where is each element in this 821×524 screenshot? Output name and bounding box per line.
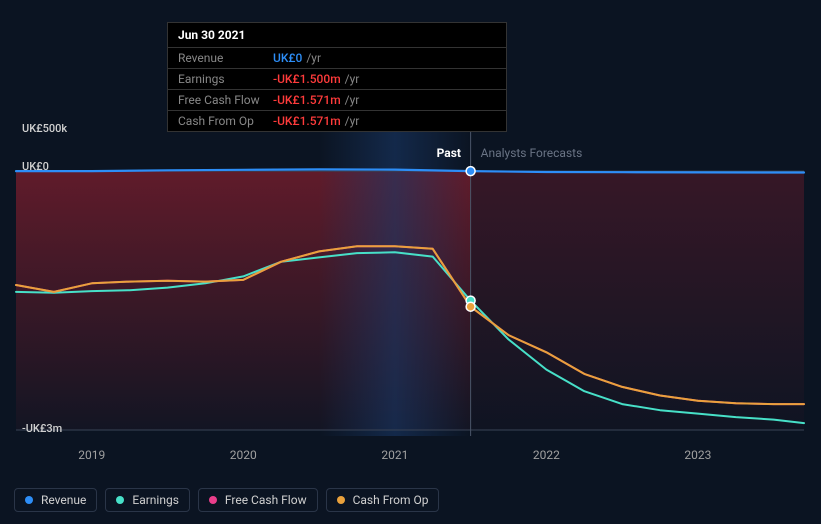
tooltip-row-value: UK£0 bbox=[273, 51, 302, 65]
tooltip-row-unit: /yr bbox=[306, 51, 321, 65]
tooltip-row-unit: /yr bbox=[345, 93, 360, 107]
tooltip-row-value: -UK£1.571m bbox=[273, 93, 341, 107]
tooltip-row: RevenueUK£0/yr bbox=[168, 48, 506, 69]
x-axis-label: 2021 bbox=[381, 448, 408, 462]
tooltip-row-unit: /yr bbox=[345, 114, 360, 128]
tooltip-row: Free Cash Flow-UK£1.571m/yr bbox=[168, 90, 506, 111]
legend-item-label: Cash From Op bbox=[353, 493, 429, 507]
forecast-section-label: Analysts Forecasts bbox=[481, 146, 583, 160]
tooltip-row-label: Cash From Op bbox=[178, 114, 273, 128]
tooltip-row-value: -UK£1.571m bbox=[273, 114, 341, 128]
legend-dot-icon bbox=[25, 496, 33, 504]
legend-item-cfo[interactable]: Cash From Op bbox=[326, 488, 440, 512]
legend-item-label: Revenue bbox=[41, 493, 86, 507]
legend-item-label: Free Cash Flow bbox=[225, 493, 307, 507]
tooltip-header: Jun 30 2021 bbox=[168, 23, 506, 48]
x-axis-label: 2022 bbox=[533, 448, 560, 462]
y-axis-label: UK£0 bbox=[22, 160, 49, 173]
legend-item-earnings[interactable]: Earnings bbox=[105, 488, 190, 512]
x-axis-label: 2019 bbox=[78, 448, 105, 462]
x-axis-label: 2020 bbox=[230, 448, 257, 462]
legend-item-revenue[interactable]: Revenue bbox=[14, 488, 97, 512]
legend-dot-icon bbox=[209, 496, 217, 504]
chart-tooltip: Jun 30 2021 RevenueUK£0/yrEarnings-UK£1.… bbox=[167, 22, 507, 132]
tooltip-row: Cash From Op-UK£1.571m/yr bbox=[168, 111, 506, 131]
legend-dot-icon bbox=[116, 496, 124, 504]
legend-item-label: Earnings bbox=[132, 493, 179, 507]
past-section-label: Past bbox=[437, 146, 461, 160]
tooltip-row-label: Earnings bbox=[178, 72, 273, 86]
legend-dot-icon bbox=[337, 496, 345, 504]
x-axis-label: 2023 bbox=[684, 448, 711, 462]
tooltip-row: Earnings-UK£1.500m/yr bbox=[168, 69, 506, 90]
x-axis-labels: 2019 2020 2021 2022 2023 bbox=[0, 448, 821, 468]
tooltip-row-label: Revenue bbox=[178, 51, 273, 65]
tooltip-row-unit: /yr bbox=[345, 72, 360, 86]
y-axis-label: UK£500k bbox=[22, 122, 67, 135]
y-axis-label: -UK£3m bbox=[22, 422, 62, 435]
tooltip-row-label: Free Cash Flow bbox=[178, 93, 273, 107]
tooltip-body: RevenueUK£0/yrEarnings-UK£1.500m/yrFree … bbox=[168, 48, 506, 131]
chart-legend: Revenue Earnings Free Cash Flow Cash From O… bbox=[14, 488, 439, 512]
legend-item-fcf[interactable]: Free Cash Flow bbox=[198, 488, 318, 512]
tooltip-row-value: -UK£1.500m bbox=[273, 72, 341, 86]
